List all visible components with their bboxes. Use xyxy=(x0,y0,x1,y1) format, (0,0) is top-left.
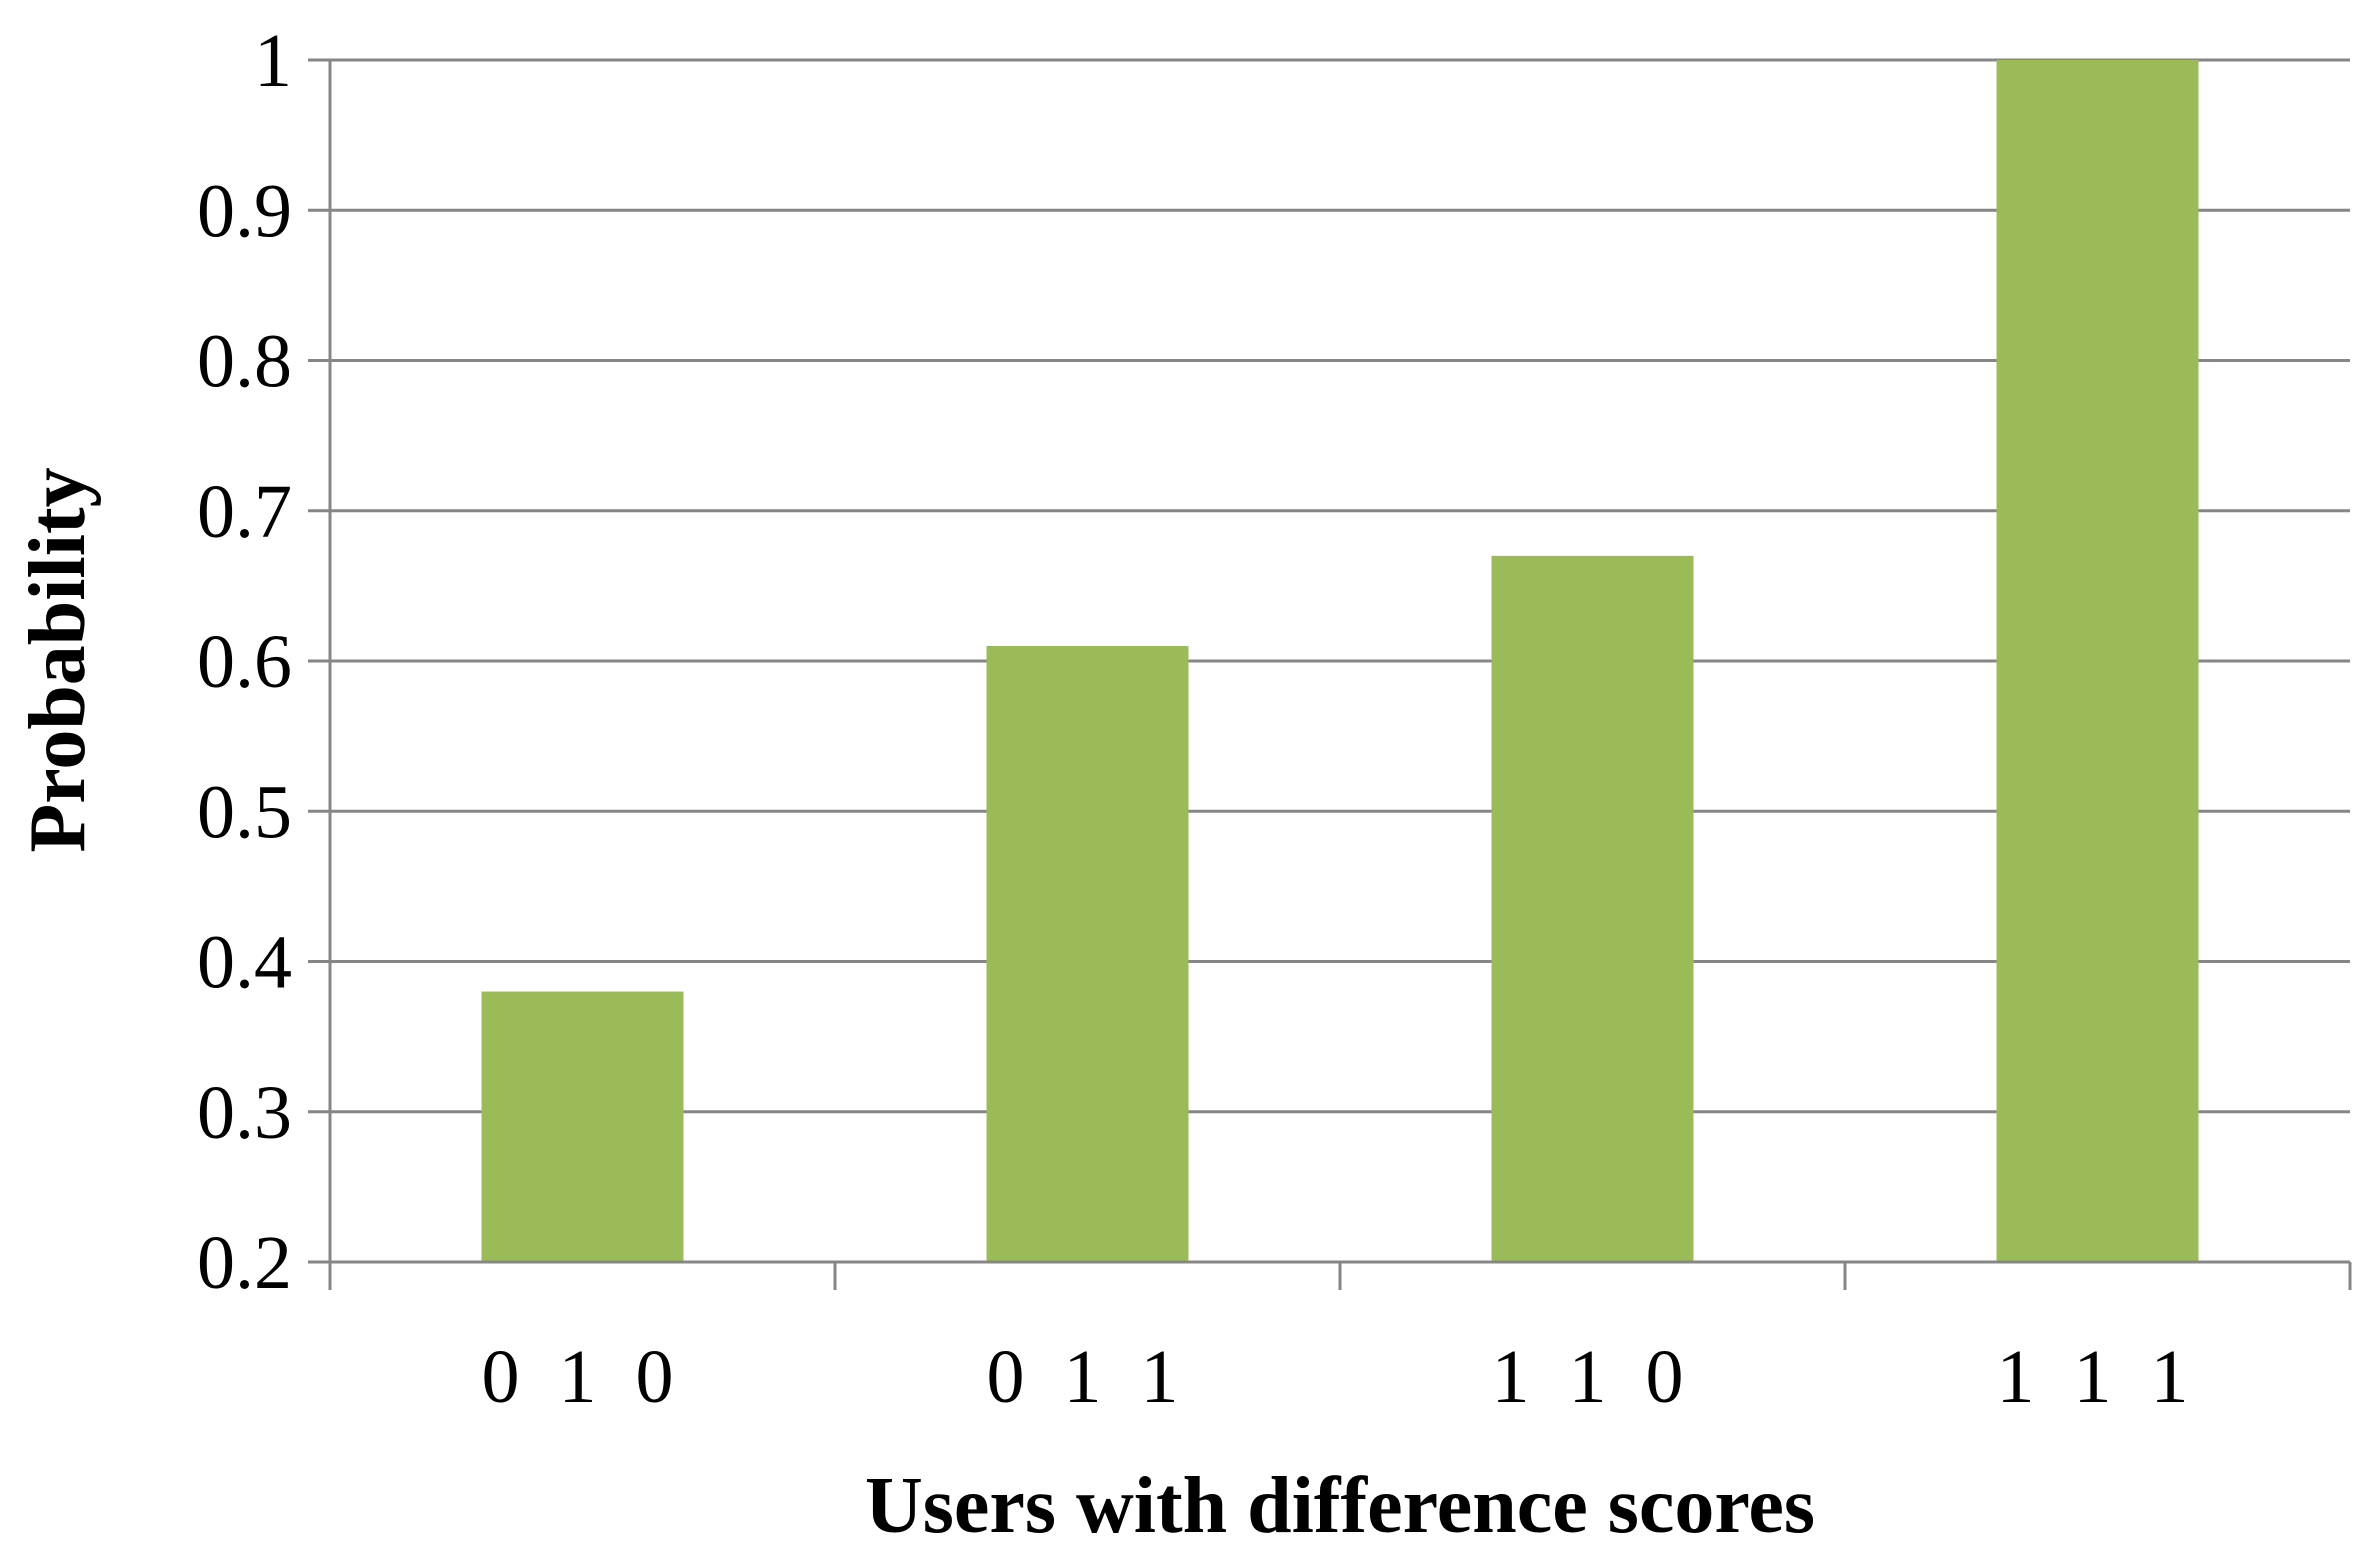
x-tick-label: 1 1 0 xyxy=(1492,1335,1694,1419)
x-tick-label: 1 1 1 xyxy=(1997,1335,2199,1419)
x-tick-label: 0 1 1 xyxy=(987,1335,1189,1419)
y-tick-labels: 0.2 0.3 0.4 0.5 0.6 0.7 0.8 0.9 1 xyxy=(197,19,292,1305)
y-axis-title: Probability xyxy=(14,467,102,852)
y-tick-label: 0.9 xyxy=(197,169,292,253)
x-tick-label: 0 1 0 xyxy=(482,1335,684,1419)
y-tick-label: 0.5 xyxy=(197,770,292,854)
x-tick-labels: 0 1 0 0 1 1 1 1 0 1 1 1 xyxy=(482,1335,2199,1419)
y-tick-label: 0.3 xyxy=(197,1071,292,1155)
y-tick-label: 0.2 xyxy=(197,1221,292,1305)
bar xyxy=(1996,60,2199,1262)
y-tick-label: 0.6 xyxy=(197,620,292,704)
y-tick-label: 1 xyxy=(254,19,292,103)
bar xyxy=(481,991,684,1262)
bar xyxy=(986,645,1189,1262)
bar xyxy=(1491,555,1694,1262)
x-axis-title: Users with difference scores xyxy=(865,1462,1815,1550)
y-tick-label: 0.7 xyxy=(197,470,292,554)
y-tick-label: 0.4 xyxy=(197,921,292,1005)
bars xyxy=(481,60,2199,1262)
axes xyxy=(328,60,2352,1290)
y-tick-label: 0.8 xyxy=(197,320,292,404)
